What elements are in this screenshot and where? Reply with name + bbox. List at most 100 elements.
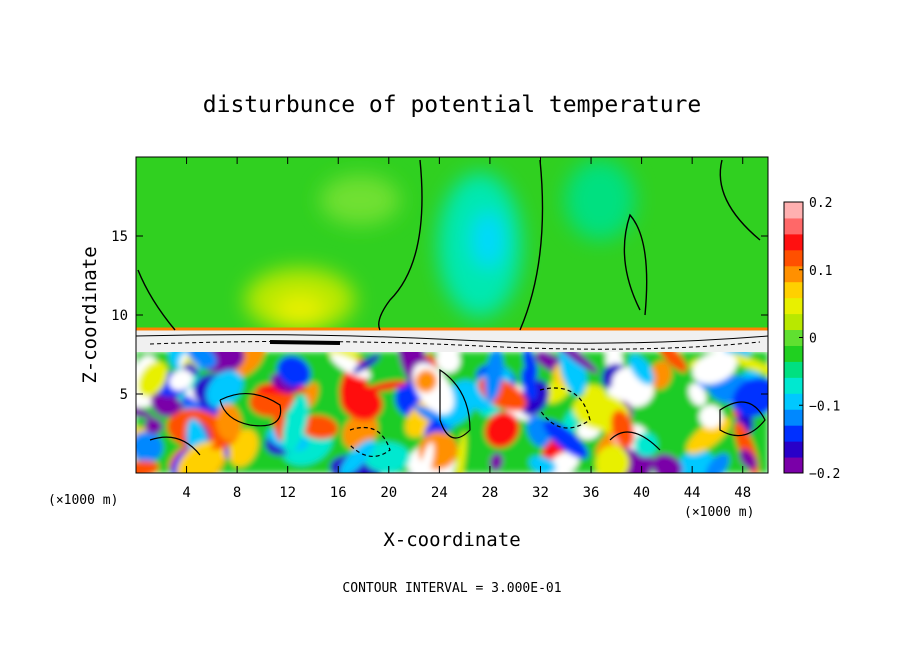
x-tick-label: 48 [734, 485, 751, 501]
field-patch [692, 351, 737, 384]
contour-line [439, 368, 471, 439]
colorbar-swatch [784, 425, 803, 442]
plot-area [136, 157, 768, 473]
field-patch [206, 370, 244, 408]
colorbar-tick-label: −0.1 [809, 399, 840, 414]
field-patch [543, 419, 588, 459]
x-tick-label: 44 [684, 485, 701, 501]
field-patch [732, 377, 768, 418]
upper-contours [137, 159, 761, 331]
field-patch [282, 395, 309, 453]
field-patch [330, 353, 371, 379]
colorbar-swatch [784, 313, 803, 331]
field-patch [726, 353, 768, 375]
x-tick-label: 36 [583, 485, 600, 501]
colorbar-swatch [784, 265, 803, 283]
field-patch [742, 370, 761, 380]
cool-blob-2 [565, 160, 635, 240]
field-patch [489, 452, 503, 471]
colorbar-swatch [784, 329, 803, 346]
cool-blob-core [472, 212, 504, 268]
field-patch [548, 451, 579, 473]
lower-contours [149, 368, 766, 457]
field-patch [273, 400, 286, 442]
colorbar-swatch [784, 202, 803, 219]
field-patch [169, 369, 193, 391]
colorbar-swatch [784, 457, 803, 474]
field-patch [699, 404, 723, 429]
x-tick-label: 32 [532, 485, 549, 501]
contour-line [719, 159, 761, 241]
field-patch [521, 367, 538, 401]
x-tick-label: 12 [279, 485, 296, 501]
field-patch [352, 354, 380, 374]
field-patch [607, 386, 631, 404]
field-patch [415, 369, 437, 393]
colorbar-tick-label: 0 [809, 332, 817, 347]
field-patch [705, 453, 730, 473]
lower-field [136, 331, 768, 473]
colorbar-swatch [784, 377, 803, 394]
colorbar-swatch [784, 345, 803, 362]
y-tick-label: 15 [111, 229, 128, 245]
colorbar-swatch [784, 233, 803, 251]
contour-line [519, 159, 544, 331]
colorbar-swatch [784, 441, 803, 458]
colorbar-ticks: 0.2 0.1 0 −0.1 −0.2 [799, 196, 840, 482]
field-patch [529, 455, 557, 473]
field-patch [523, 348, 538, 380]
field-patch [484, 411, 520, 448]
contour-line [378, 159, 423, 331]
field-patch [300, 415, 339, 440]
x-unit-right: (×1000 m) [684, 505, 754, 520]
field-patch [215, 403, 242, 442]
field-patch [739, 449, 757, 470]
chart-title: disturbunce of potential temperature [203, 92, 702, 118]
y-axis-label: Z-coordinate [79, 246, 101, 383]
y-tick-label: 5 [120, 387, 128, 403]
contour-line-bold [269, 340, 341, 345]
field-patch [419, 442, 434, 473]
y-axis-ticks: 5 10 15 [111, 229, 768, 403]
colorbar-tick-label: −0.2 [809, 467, 840, 482]
contour-line [609, 431, 661, 451]
field-patch [363, 441, 411, 473]
field-patch [688, 383, 707, 406]
field-patch [144, 417, 163, 435]
x-tick-label: 4 [182, 485, 190, 501]
x-tick-label: 8 [233, 485, 241, 501]
contour-line-dashed [149, 340, 761, 350]
field-patch [628, 354, 655, 385]
colorbar-swatch [784, 393, 803, 410]
x-unit-left: (×1000 m) [48, 493, 118, 508]
colorbar-swatch [784, 297, 803, 315]
colorbar-tick-label: 0.1 [809, 264, 832, 279]
field-patch [367, 380, 408, 392]
colorbar-swatch [784, 249, 803, 267]
x-tick-label: 28 [481, 485, 498, 501]
field-patch [176, 441, 225, 473]
field-patch [595, 445, 630, 473]
contour-line [137, 269, 176, 331]
field-patch [611, 410, 635, 448]
field-patch [137, 361, 168, 397]
contour-line-dashed [349, 426, 391, 457]
contour-line [136, 334, 768, 344]
field-patch [339, 439, 375, 473]
field-patch [436, 347, 461, 373]
field-patch [634, 432, 658, 457]
colorbar-swatch [784, 361, 803, 378]
field-patch [454, 431, 467, 473]
colorbar-swatch [784, 281, 803, 299]
band-contours [136, 334, 768, 350]
y-tick-label: 10 [111, 308, 128, 324]
contour-line [623, 213, 648, 316]
x-axis-ticks: 4 8 12 16 20 24 28 32 36 40 44 48 [182, 157, 751, 501]
field-patch [277, 356, 311, 388]
contour-line [219, 392, 282, 427]
field-patch [484, 349, 504, 402]
colorbar [784, 202, 803, 474]
x-tick-label: 24 [431, 485, 448, 501]
contour-line-dashed [539, 387, 591, 429]
